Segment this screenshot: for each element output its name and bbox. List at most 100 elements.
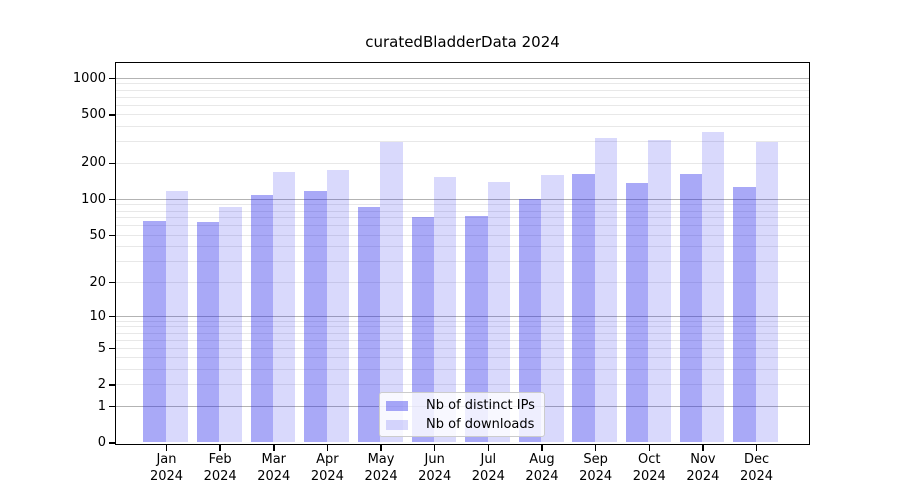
legend-label-distinct-ips: Nb of distinct IPs (426, 398, 535, 413)
bar-distinct-ips-sep (572, 173, 595, 443)
x-tick-label: Feb 2024 (203, 452, 237, 484)
legend-swatch-downloads (386, 419, 408, 430)
bar-downloads-aug (541, 174, 564, 443)
y-tick (108, 347, 115, 350)
y-tick (108, 162, 115, 165)
x-tick (648, 445, 650, 451)
bar-distinct-ips-jun (411, 217, 434, 443)
major-gridline (116, 77, 809, 79)
legend-item-distinct-ips: Nb of distinct IPs (386, 396, 544, 415)
y-tick-label: 500 (81, 107, 106, 123)
minor-gridline (116, 320, 809, 322)
y-tick-label: 5 (97, 340, 106, 356)
bar-distinct-ips-aug (518, 198, 542, 443)
y-tick (108, 442, 115, 444)
bar-downloads-nov (702, 132, 725, 443)
x-tick-label: Oct 2024 (632, 452, 666, 484)
y-tick (108, 384, 115, 386)
y-tick (108, 234, 115, 237)
minor-gridline (116, 281, 809, 283)
x-tick-label: Mar 2024 (257, 452, 291, 484)
x-tick (273, 445, 275, 451)
x-tick (326, 445, 329, 451)
bar-downloads-dec (755, 141, 779, 443)
x-tick (487, 445, 490, 451)
x-tick (594, 445, 597, 451)
bar-distinct-ips-oct (626, 183, 649, 443)
minor-gridline (116, 217, 809, 219)
x-tick (219, 445, 221, 451)
minor-gridline (116, 162, 809, 164)
bar-distinct-ips-jul (465, 216, 488, 443)
major-gridline (116, 315, 809, 317)
x-tick (702, 445, 704, 451)
minor-gridline (116, 339, 809, 341)
minor-gridline (116, 384, 809, 386)
bar-downloads-jan (165, 190, 189, 443)
bar-downloads-jun (433, 176, 457, 443)
minor-gridline (116, 347, 809, 349)
legend-item-downloads: Nb of downloads (386, 415, 544, 434)
x-tick-label: Nov 2024 (686, 452, 720, 484)
legend-swatch-distinct-ips (386, 400, 408, 411)
y-tick (108, 281, 115, 284)
x-tick-label: Aug 2024 (525, 452, 559, 484)
y-tick-label: 2 (97, 377, 106, 393)
minor-gridline (116, 126, 809, 128)
y-tick (108, 198, 115, 201)
y-tick (108, 405, 115, 408)
minor-gridline (116, 96, 809, 98)
x-tick (433, 445, 436, 451)
minor-gridline (116, 83, 809, 85)
minor-gridline (116, 261, 809, 263)
x-tick-label: Sep 2024 (579, 452, 613, 484)
minor-gridline (116, 332, 809, 334)
legend: Nb of distinct IPs Nb of downloads (379, 392, 545, 437)
bar-distinct-ips-dec (733, 187, 756, 443)
y-tick-label: 50 (89, 227, 106, 243)
minor-gridline (116, 89, 809, 91)
bar-downloads-oct (648, 139, 671, 443)
bar-downloads-apr (326, 170, 349, 443)
x-tick (755, 445, 758, 451)
bar-distinct-ips-mar (250, 194, 273, 443)
minor-gridline (116, 246, 809, 248)
y-tick-label: 1 (97, 398, 106, 414)
major-gridline (116, 198, 809, 200)
bar-downloads-sep (594, 138, 618, 443)
minor-gridline (116, 326, 809, 328)
legend-label-downloads: Nb of downloads (426, 417, 535, 432)
bar-downloads-mar (272, 171, 296, 443)
bar-downloads-jul (487, 182, 510, 443)
y-tick (108, 315, 115, 318)
bar-distinct-ips-apr (304, 190, 327, 443)
bar-downloads-feb (219, 207, 242, 443)
x-tick-label: Dec 2024 (739, 452, 774, 484)
bar-distinct-ips-nov (679, 174, 703, 443)
y-tick-label: 1000 (72, 70, 106, 86)
x-tick-label: May 2024 (364, 452, 398, 484)
minor-gridline (116, 204, 809, 206)
minor-gridline (116, 104, 809, 106)
minor-gridline (116, 114, 809, 116)
x-tick (380, 445, 382, 451)
y-tick (108, 114, 115, 116)
bar-distinct-ips-jan (143, 221, 166, 443)
y-tick (108, 77, 115, 80)
minor-gridline (116, 141, 809, 143)
bar-distinct-ips-feb (196, 222, 220, 443)
x-tick (541, 445, 543, 451)
y-tick-label: 200 (81, 155, 106, 171)
plot-area (115, 62, 810, 445)
bar-distinct-ips-may (357, 207, 381, 443)
y-tick-label: 20 (89, 274, 106, 290)
chart-title: curatedBladderData 2024 (365, 33, 560, 51)
minor-gridline (116, 225, 809, 227)
y-tick-label: 100 (81, 191, 106, 207)
minor-gridline (116, 234, 809, 236)
x-tick-label: Jun 2024 (418, 452, 452, 484)
bar-downloads-may (380, 142, 403, 443)
x-tick-label: Apr 2024 (310, 452, 344, 484)
x-tick (165, 445, 168, 451)
